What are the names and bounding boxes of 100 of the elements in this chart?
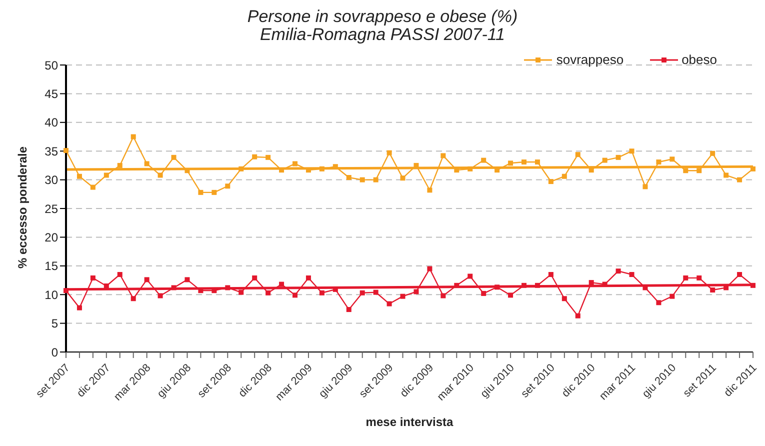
point (117, 272, 122, 278)
point (508, 160, 514, 166)
point (562, 296, 567, 302)
point (670, 294, 675, 299)
point (575, 152, 580, 158)
point (750, 166, 756, 172)
point (534, 282, 540, 288)
y-tick-label: 10 (44, 288, 58, 302)
point (279, 282, 284, 287)
point (319, 290, 324, 296)
point (64, 288, 68, 294)
y-tick-label: 45 (44, 86, 58, 101)
point (750, 282, 756, 288)
point (656, 300, 662, 306)
point (656, 160, 662, 165)
point (508, 292, 514, 298)
point (481, 158, 486, 163)
point (117, 162, 122, 168)
point (602, 158, 608, 163)
point (400, 294, 406, 299)
y-tick-label: 50 (44, 58, 58, 72)
point (266, 290, 271, 296)
point (64, 148, 68, 154)
point (76, 305, 82, 310)
point (158, 293, 163, 298)
point (468, 166, 473, 172)
point (548, 179, 554, 184)
legend-label: sovrappeso (555, 52, 624, 67)
point (629, 272, 634, 278)
point (710, 150, 716, 156)
y-tick-label: 0 (51, 345, 58, 360)
point (616, 154, 621, 160)
point (90, 275, 96, 280)
point (184, 277, 190, 282)
point (386, 301, 392, 306)
point (427, 266, 432, 272)
point (670, 156, 675, 162)
point (522, 282, 526, 288)
point (130, 296, 136, 302)
point (238, 290, 244, 295)
point (642, 184, 648, 190)
point (522, 160, 526, 165)
chart-subtitle: Emilia-Romagna PASSI 2007-11 (258, 25, 506, 44)
point (629, 148, 634, 154)
point (440, 153, 446, 158)
point (252, 275, 258, 280)
x-axis-title: mese intervista (366, 415, 454, 429)
y-tick-label: 20 (44, 230, 58, 244)
point (494, 284, 500, 290)
point (104, 283, 109, 288)
point (238, 166, 244, 172)
point (360, 177, 365, 182)
point (414, 289, 419, 294)
point (724, 172, 729, 178)
point (104, 172, 109, 178)
point (198, 190, 204, 195)
y-tick-label: 40 (44, 116, 58, 130)
point (346, 175, 352, 180)
point (319, 166, 324, 172)
point (737, 272, 742, 278)
point (575, 313, 580, 318)
point (683, 275, 688, 280)
point (562, 174, 567, 179)
point (306, 275, 311, 280)
point (534, 160, 540, 165)
point (266, 154, 271, 160)
point (616, 268, 621, 274)
legend-label: obeso (680, 52, 717, 67)
point (225, 184, 230, 189)
y-tick-label: 5 (51, 316, 58, 331)
y-tick-label: 30 (44, 173, 58, 188)
point (427, 188, 432, 193)
point (292, 161, 298, 166)
y-tick-label: 15 (44, 259, 58, 274)
point (468, 274, 473, 279)
y-tick-label: 25 (44, 202, 58, 216)
point (737, 177, 742, 182)
point (373, 177, 378, 182)
point (588, 280, 594, 286)
point (683, 168, 688, 174)
point (386, 150, 392, 156)
point (696, 168, 702, 174)
y-tick-label: 35 (44, 144, 58, 158)
point (144, 277, 150, 282)
point (292, 292, 298, 298)
point (225, 285, 230, 290)
point (481, 290, 486, 296)
point (696, 275, 702, 280)
point (90, 184, 96, 190)
point (548, 272, 554, 278)
point (158, 172, 163, 178)
point (440, 293, 446, 298)
point (346, 307, 352, 312)
point (76, 174, 82, 179)
point (171, 285, 176, 290)
point (360, 290, 365, 296)
point (373, 290, 378, 295)
point (710, 288, 716, 293)
chart-title: Persone in sovrappeso e obese (%) (246, 7, 519, 26)
point (252, 154, 258, 160)
